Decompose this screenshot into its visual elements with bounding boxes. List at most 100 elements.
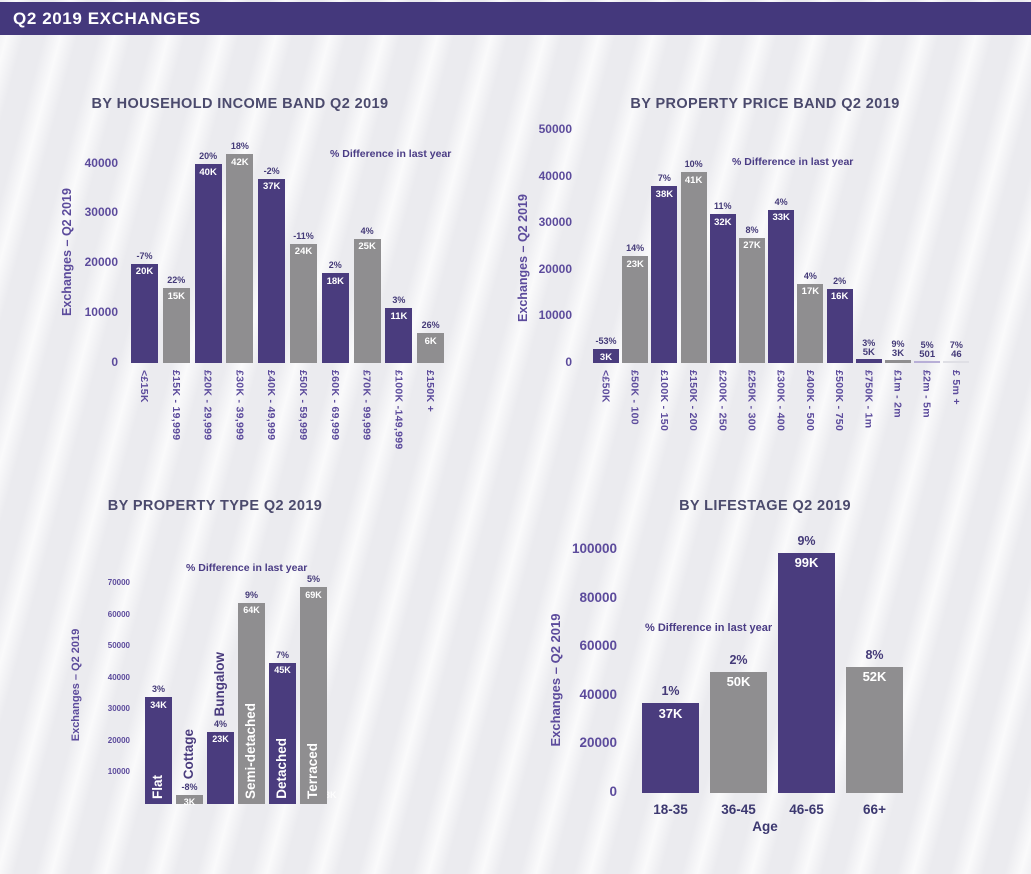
bar-value-label: 46 (951, 349, 962, 360)
y-tick-label: 40000 (579, 686, 617, 702)
bar-pct-label: -8% (181, 781, 198, 792)
x-tick-label: £40K - 49,999 (265, 370, 278, 441)
header-banner: Q2 2019 EXCHANGES (0, 2, 1031, 35)
bar-value-label: 38K (655, 188, 674, 200)
bar-pct-label: 9% (244, 589, 258, 600)
bar (826, 288, 853, 363)
chart-property-type: BY PROPERTY TYPE Q2 2019 Exchanges – Q2 … (30, 490, 475, 846)
bar-value-label: 3K (183, 797, 196, 808)
bar (680, 172, 707, 363)
legend-note: % Difference in last year (330, 148, 452, 160)
bar-pct-label: -7% (136, 250, 153, 261)
bar (593, 349, 619, 363)
x-tick-label: £500K - 750 (833, 370, 846, 432)
category-label: Detached (273, 738, 289, 799)
y-tick-label: 50000 (538, 122, 572, 137)
category-label: Terraced (304, 742, 320, 799)
x-tick-label: £15K - 19,999 (169, 370, 182, 441)
bar-pct-label: 4% (213, 718, 227, 729)
x-tick-label: £30K - 39,999 (233, 370, 246, 441)
y-tick-label: 40000 (84, 155, 118, 170)
x-tick-label: £2m - 5m (920, 370, 933, 418)
bar-value-label: 23K (212, 734, 229, 745)
bar-pct-label: -11% (293, 230, 314, 241)
chart-lifestage: BY LIFESTAGE Q2 2019 Exchanges – Q2 2019… (535, 490, 995, 860)
bar-value-label: 5K (862, 347, 875, 358)
y-tick-label: 40000 (107, 672, 130, 682)
bar (353, 238, 381, 363)
x-tick-label: £300K - 400 (774, 370, 787, 432)
y-tick-label: 10000 (107, 767, 130, 776)
bar-pct-label: 9% (797, 533, 816, 548)
bar (207, 731, 234, 804)
x-tick-label: £750K - 1m (862, 370, 875, 429)
x-tick-label: <£50K (599, 370, 612, 403)
bar (226, 154, 254, 363)
y-tick-label: 0 (565, 354, 572, 369)
x-tick-label: £250K - 300 (745, 370, 758, 432)
bar-value-label: 24K (294, 246, 313, 258)
y-tick-label: 30000 (84, 205, 118, 220)
x-tick-label: £100K -149,999 (392, 370, 405, 450)
bar-pct-label: 18% (230, 141, 249, 151)
chart-title: BY HOUSEHOLD INCOME BAND Q2 2019 (91, 96, 389, 112)
chart-household-income-band: BY HOUSEHOLD INCOME BAND Q2 2019 Exchang… (30, 88, 475, 468)
bar-value-label: 34K (150, 699, 167, 710)
y-tick-label: 20000 (579, 735, 617, 751)
y-tick-label: 20000 (84, 255, 118, 270)
x-tick-label: £100K - 150 (657, 370, 670, 432)
bar (300, 587, 327, 804)
bar-value-label: 37K (262, 181, 281, 193)
x-tick-label: £50K - 100 (628, 370, 641, 425)
bar (768, 209, 795, 363)
bar-pct-label: 11% (714, 201, 732, 212)
bar-value-label: 11K (390, 310, 408, 322)
bar-pct-label: 3% (862, 338, 876, 348)
bar-value-label: 32K (714, 216, 732, 228)
bar-pct-label: 22% (167, 275, 186, 286)
y-tick-label: 10000 (84, 304, 118, 319)
bar (739, 237, 765, 363)
legend-note: % Difference in last year (645, 622, 773, 634)
bar-pct-label: 5% (306, 574, 320, 584)
x-tick-label: £70K - 99,999 (360, 370, 373, 441)
bar (269, 662, 296, 804)
bar-pct-label: 3% (392, 295, 406, 306)
bar-value-label: 6K (424, 335, 437, 347)
bar-pct-label: 7% (657, 173, 671, 184)
bar (258, 178, 286, 363)
y-tick-label: 60000 (579, 638, 617, 654)
bar-pct-label: 2% (328, 260, 342, 271)
bar-value-label: 41K (684, 174, 703, 186)
x-tick-label: 36-45 (721, 802, 756, 817)
chart-title: BY PROPERTY PRICE BAND Q2 2019 (630, 96, 900, 112)
stray-value-label: 3K (325, 790, 337, 800)
y-tick-label: 30000 (107, 704, 130, 714)
category-label: Cottage (180, 729, 196, 780)
y-tick-label: 0 (609, 783, 617, 799)
bar-value-label: 17K (801, 286, 820, 298)
chart-title: BY LIFESTAGE Q2 2019 (679, 498, 851, 514)
bar-pct-label: 9% (891, 338, 905, 349)
bar-value-label: 52K (862, 669, 887, 685)
bar-pct-label: 1% (661, 684, 680, 699)
bar-pct-label: 4% (360, 225, 374, 236)
y-axis-label: Exchanges – Q2 2019 (60, 188, 74, 316)
bar (162, 288, 190, 363)
bar-pct-label: 7% (949, 340, 963, 350)
bar-pct-label: -2% (263, 165, 280, 176)
chart-title: BY PROPERTY TYPE Q2 2019 (107, 498, 323, 514)
legend-note: % Difference in last year (186, 562, 308, 574)
bar-value-label: 20K (135, 266, 154, 277)
bar-value-label: 3K (891, 347, 905, 359)
page-title: Q2 2019 EXCHANGES (13, 8, 201, 28)
bar-pct-label: -53% (595, 336, 617, 347)
y-axis-label: Exchanges – Q2 2019 (516, 194, 530, 322)
y-tick-label: 100000 (571, 541, 617, 556)
bar (885, 359, 911, 363)
x-tick-label: £150K + (424, 370, 437, 413)
x-tick-label: 46-65 (789, 802, 824, 817)
bar-value-label: 16K (830, 291, 849, 303)
bar-pct-label: 8% (745, 224, 759, 235)
